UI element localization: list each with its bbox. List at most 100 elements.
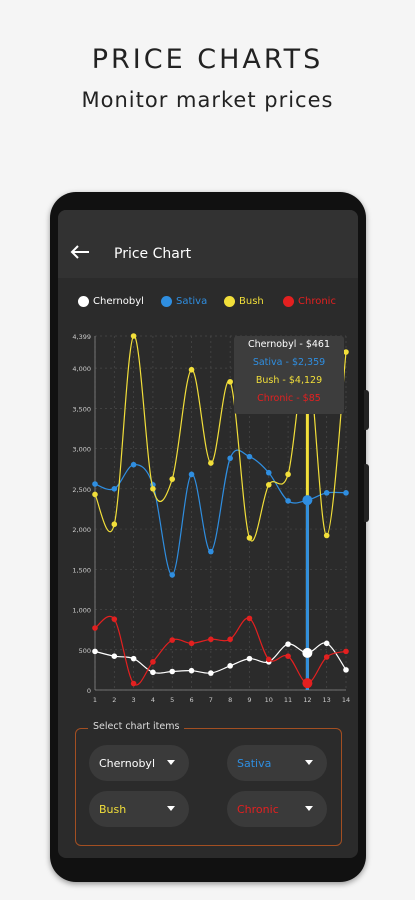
legend-item[interactable]: Sativa [161,296,207,307]
tooltip-line: Chronic - $85 [257,393,321,404]
selected-point [302,495,313,506]
data-point [111,653,118,660]
arrow-left-icon[interactable] [70,245,90,259]
data-point [227,636,233,643]
x-tick-label: 11 [284,696,292,704]
legend-dot [224,296,235,307]
x-tick-label: 1 [93,696,97,704]
data-point [285,471,291,478]
y-tick-label: 1,500 [72,566,91,574]
dropdown-label: Sativa [237,756,272,770]
y-tick-label: 2,500 [72,486,91,494]
data-point [265,656,272,663]
selected-point [302,647,313,658]
dropdown-sativa[interactable]: Sativa [227,745,327,781]
chevron-down-icon [167,806,175,811]
phone-side-button [364,390,369,430]
x-tick-label: 3 [132,696,136,704]
y-tick-label: 3,500 [72,405,91,413]
legend-label: Bush [239,296,264,307]
dropdown-label: Chronic [237,802,279,816]
data-point [130,461,137,468]
legend-dot [161,296,172,307]
data-point [227,663,233,669]
selected-point [302,678,313,689]
price-chart[interactable]: 0 500 1,000 1,500 2,000 2,500 3,000 3,500 4,000 4… [58,328,358,710]
data-point [265,481,272,488]
x-tick-label: 13 [323,696,331,704]
x-tick-label: 2 [112,696,116,704]
legend-item[interactable]: Chronic [283,296,336,307]
data-point [188,640,195,647]
data-point [343,349,349,355]
data-point [246,655,253,662]
dropdown-label: Bush [99,802,127,816]
data-point [92,648,98,655]
data-point [343,648,349,655]
data-point [150,659,156,665]
data-point [227,455,233,462]
app-bar: Price Chart [58,210,358,278]
data-point [92,625,98,631]
data-point [130,333,137,339]
data-point [92,481,98,487]
y-tick-label: 500 [79,647,91,655]
chart-tooltip: Chernobyl - $461 Sativa - $2,359 Bush - … [234,336,344,414]
hero-title: PRICE CHARTS [91,44,324,75]
page-title: Price Chart [114,246,192,262]
tooltip-line: Sativa - $2,359 [252,357,326,368]
data-point [150,486,156,492]
data-point [130,655,137,662]
x-tick-label: 6 [189,696,193,704]
y-tick-label: 3,000 [72,446,91,454]
y-tick-label: 4,399 [72,333,91,341]
data-point [208,636,214,643]
data-point [343,667,349,673]
legend-dot [283,296,294,307]
x-tick-label: 5 [170,696,174,704]
data-point [130,680,137,687]
data-point [246,615,253,622]
y-tick-label: 0 [87,687,91,695]
legend-label: Chronic [298,296,336,307]
data-point [111,521,118,528]
data-point [323,640,330,647]
data-point [188,471,195,478]
chevron-down-icon [305,760,313,765]
data-point [246,535,253,541]
data-point [188,366,195,373]
data-point [111,616,118,622]
x-tick-label: 12 [303,696,311,704]
data-point [188,667,195,674]
data-point [169,668,176,675]
legend-dot [78,296,89,307]
data-point [169,637,176,643]
legend-item[interactable]: Chernobyl [78,296,144,307]
dropdown-chernobyl[interactable]: Chernobyl [89,745,189,781]
x-tick-label: 7 [209,696,213,704]
legend-item[interactable]: Bush [224,296,264,307]
chevron-down-icon [305,806,313,811]
chart-legend: Chernobyl Sativa Bush Chronic [58,296,358,314]
data-point [169,476,176,482]
y-tick-label: 4,000 [72,365,91,373]
data-point [285,498,291,504]
hero-subtitle: Monitor market prices [81,88,334,112]
dropdown-label: Chernobyl [99,756,155,770]
dropdown-bush[interactable]: Bush [89,791,189,827]
data-point [285,653,291,660]
data-point [246,453,253,460]
data-point [111,486,118,492]
phone-side-button [364,464,369,522]
tooltip-line: Chernobyl - $461 [247,339,330,350]
data-point [169,572,176,578]
data-point [208,460,214,466]
series-line [94,449,347,576]
data-point [265,469,272,476]
legend-label: Sativa [176,296,208,307]
tooltip-line: Bush - $4,129 [255,375,323,386]
dropdown-chronic[interactable]: Chronic [227,791,327,827]
data-point [150,669,156,676]
data-point [323,654,330,660]
data-point [323,490,330,496]
